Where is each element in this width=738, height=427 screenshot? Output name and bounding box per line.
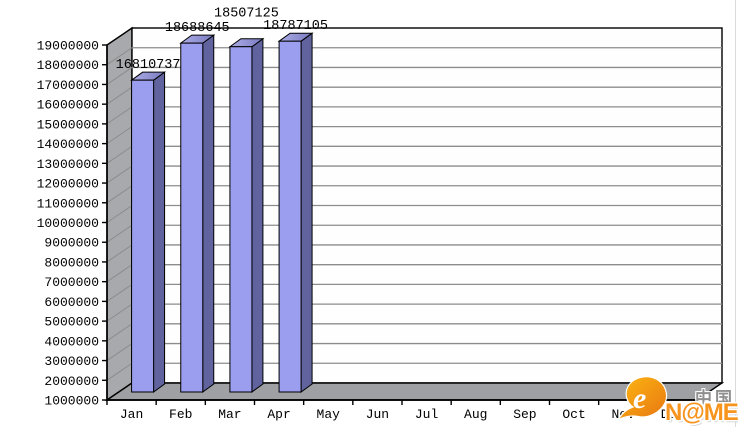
wall-gridline — [106, 47, 133, 66]
x-axis-month-label: Mar — [218, 407, 241, 422]
y-axis-tick-label: 4000000 — [44, 334, 99, 349]
x-axis-month-label: Aug — [464, 407, 487, 422]
wall-gridline — [106, 86, 133, 105]
y-axis-tick-label: 19000000 — [37, 39, 99, 54]
wall-gridline — [106, 283, 133, 302]
x-axis-month-label: Sep — [513, 407, 536, 422]
x-axis-month-label: Dec — [661, 407, 684, 422]
bar — [278, 40, 302, 393]
x-axis-month-label: Jul — [415, 407, 439, 422]
y-axis-tick-label: 11000000 — [37, 196, 99, 211]
bar-value-label: 18507125 — [214, 7, 279, 22]
wall-gridline — [106, 185, 133, 204]
y-axis-tick-label: 16000000 — [37, 98, 99, 113]
y-axis-tick-label: 15000000 — [37, 117, 99, 132]
y-axis-tick-label: 5000000 — [44, 315, 99, 330]
x-axis-month-label: Oct — [562, 407, 585, 422]
y-axis-tick-label: 9000000 — [44, 236, 99, 251]
wall-gridline — [106, 323, 133, 342]
bar-side-face — [202, 34, 215, 393]
wall-gridline — [106, 165, 133, 184]
x-axis-month-label: May — [317, 407, 341, 422]
bar — [180, 42, 204, 393]
wall-gridline — [106, 244, 133, 263]
bar-side-face — [251, 37, 264, 393]
wall-gridline — [106, 126, 133, 145]
wall-gridline — [106, 205, 133, 223]
wall-gridline — [106, 362, 133, 381]
wall-gridline — [106, 67, 133, 85]
y-axis-tick-label: 3000000 — [44, 354, 99, 369]
y-axis-tick-label: 8000000 — [44, 255, 99, 270]
wall-gridline — [106, 224, 133, 243]
bar-side-face — [153, 71, 166, 393]
y-axis-tick-label: 14000000 — [37, 137, 99, 152]
y-axis-tick-label: 1000000 — [44, 394, 99, 409]
wall-gridline — [106, 343, 133, 361]
bar — [131, 79, 155, 393]
y-axis-tick-label: 12000000 — [37, 177, 99, 192]
wall-gridline — [106, 145, 133, 164]
x-axis-month-label: Jun — [366, 407, 389, 422]
y-axis-tick-label: 17000000 — [37, 78, 99, 93]
x-axis-month-label: Apr — [267, 407, 290, 422]
y-axis-tick-label: 13000000 — [37, 157, 99, 172]
x-axis-month-label: Feb — [169, 407, 192, 422]
x-axis-month-label: Jan — [120, 407, 143, 422]
y-axis-tick-label: 7000000 — [44, 275, 99, 290]
bar-value-label: 18787105 — [263, 19, 328, 34]
x-axis-month-label: Nov — [612, 407, 636, 422]
wall-gridline — [106, 303, 133, 322]
bar-value-label: 18688645 — [165, 21, 230, 36]
y-axis-tick-label: 10000000 — [37, 216, 99, 231]
bar — [229, 46, 253, 393]
y-axis-tick-label: 18000000 — [37, 58, 99, 73]
bar-value-label: 16810737 — [116, 58, 181, 73]
wall-gridline — [106, 264, 133, 283]
y-axis-tick-label: 6000000 — [44, 295, 99, 310]
bar-side-face — [300, 32, 313, 393]
y-axis-tick-label: 2000000 — [44, 374, 99, 389]
wall-gridline — [106, 106, 133, 125]
